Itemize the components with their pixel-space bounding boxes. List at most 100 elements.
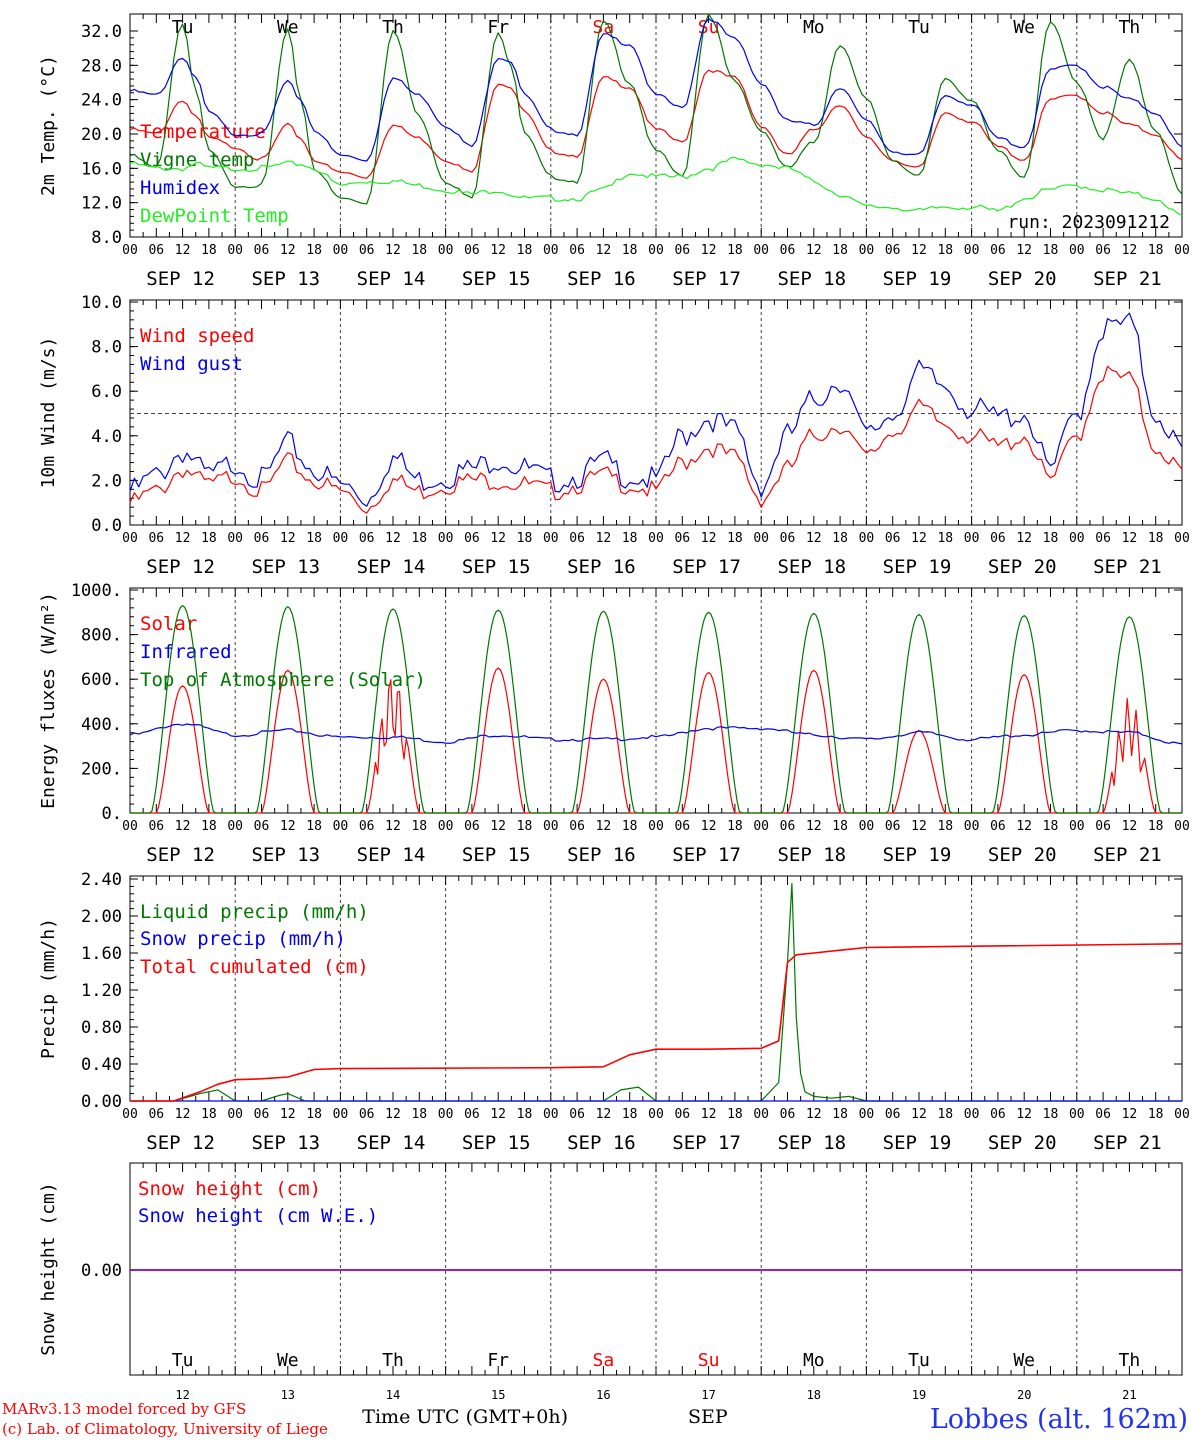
hour-label: 18 bbox=[201, 1107, 217, 1122]
hour-label: 06 bbox=[254, 1107, 270, 1122]
hour-label: 00 bbox=[227, 1107, 243, 1122]
panel-4: 0.00 0.40 0.80 1.20 1.60 2.00 2.40 Precip (mm/h… bbox=[38, 870, 1190, 1154]
hour-label: 00 bbox=[859, 1107, 875, 1122]
weekday-label: Th bbox=[1119, 17, 1141, 38]
hour-label: 12 bbox=[280, 819, 296, 834]
location-title: Lobbes (alt. 162m) bbox=[930, 1404, 1188, 1435]
date-label: SEP 20 bbox=[988, 556, 1057, 578]
hour-label: 12 bbox=[701, 243, 717, 258]
hour-label: 00 bbox=[227, 819, 243, 834]
hour-label: 06 bbox=[780, 531, 796, 546]
y-tick-label: 2.00 bbox=[81, 907, 122, 927]
hour-label: 18 bbox=[937, 819, 953, 834]
date-label: SEP 13 bbox=[251, 1132, 320, 1154]
hour-label: 18 bbox=[937, 531, 953, 546]
hour-label: 00 bbox=[859, 243, 875, 258]
hour-label: 00 bbox=[859, 819, 875, 834]
day-number-label: 20 bbox=[1017, 1388, 1031, 1402]
date-label: SEP 18 bbox=[777, 268, 846, 290]
hour-label: 12 bbox=[175, 819, 191, 834]
hour-label: 12 bbox=[806, 243, 822, 258]
date-label: SEP 21 bbox=[1093, 844, 1162, 866]
y-tick-label: 28.0 bbox=[81, 56, 122, 76]
hour-label: 12 bbox=[1122, 531, 1138, 546]
date-label: SEP 20 bbox=[988, 844, 1057, 866]
weekday-label: Tu bbox=[172, 17, 194, 38]
y-tick-label: 2.40 bbox=[81, 870, 122, 890]
hour-label: 00 bbox=[333, 243, 349, 258]
hour-label: 00 bbox=[438, 819, 454, 834]
date-label: SEP 15 bbox=[462, 844, 531, 866]
legend-entry: Humidex bbox=[140, 177, 220, 199]
y-tick-label: 4.0 bbox=[91, 427, 122, 447]
date-label: SEP 19 bbox=[883, 268, 952, 290]
hour-label: 00 bbox=[543, 1107, 559, 1122]
panel-1: 8.0 12.0 16.0 20.0 24.0 28.0 32.0 2m Temp. (°C)… bbox=[38, 13, 1190, 290]
hour-label: 12 bbox=[490, 819, 506, 834]
date-label: SEP 13 bbox=[251, 268, 320, 290]
series-line-dewpoint-temp bbox=[129, 156, 1183, 217]
legend-entry: Snow height (cm W.E.) bbox=[138, 1205, 378, 1227]
y-tick-label: 24.0 bbox=[81, 91, 122, 111]
day-number-label: 21 bbox=[1122, 1388, 1136, 1402]
hour-label: 18 bbox=[306, 819, 322, 834]
hour-label: 06 bbox=[359, 531, 375, 546]
date-label: SEP 18 bbox=[777, 556, 846, 578]
hour-label: 00 bbox=[859, 531, 875, 546]
date-label: SEP 17 bbox=[672, 1132, 741, 1154]
hour-label: 12 bbox=[596, 243, 612, 258]
hour-label: 06 bbox=[780, 243, 796, 258]
hour-label: 06 bbox=[148, 243, 164, 258]
hour-label: 12 bbox=[701, 1107, 717, 1122]
hour-label: 12 bbox=[1016, 243, 1032, 258]
hour-label: 18 bbox=[937, 243, 953, 258]
hour-label: 12 bbox=[385, 531, 401, 546]
run-label: run: 2023091212 bbox=[1007, 212, 1170, 233]
hour-label: 12 bbox=[806, 531, 822, 546]
y-tick-label: 1.60 bbox=[81, 944, 122, 964]
date-label: SEP 17 bbox=[672, 844, 741, 866]
series-line-wind-speed bbox=[129, 365, 1183, 514]
hour-label: 12 bbox=[175, 243, 191, 258]
credit-line-2: (c) Lab. of Climatology, University of L… bbox=[2, 1420, 328, 1438]
hour-label: 18 bbox=[1148, 243, 1164, 258]
hour-label: 18 bbox=[622, 819, 638, 834]
weekday-label: Tu bbox=[908, 1350, 930, 1371]
y-tick-label: 600. bbox=[81, 670, 122, 690]
legend-entry: Infrared bbox=[140, 641, 232, 663]
date-label: SEP 16 bbox=[567, 844, 636, 866]
hour-label: 18 bbox=[727, 1107, 743, 1122]
y-tick-label: 200. bbox=[81, 759, 122, 779]
panel-5: 0.00 Snow height (cm) Tu We Th Fr Sa Su Mo Tu We Th… bbox=[38, 1162, 1183, 1402]
hour-label: 18 bbox=[306, 243, 322, 258]
series-line-total-cumulated-cm- bbox=[130, 943, 1183, 1102]
date-label: SEP 12 bbox=[146, 268, 215, 290]
hour-label: 06 bbox=[990, 531, 1006, 546]
credit-line-1: MARv3.13 model forced by GFS bbox=[2, 1400, 246, 1418]
series-line-humidex bbox=[129, 18, 1183, 162]
y-tick-label: 8.0 bbox=[91, 228, 122, 248]
hour-label: 12 bbox=[1122, 819, 1138, 834]
series-line-infrared bbox=[129, 723, 1183, 745]
hour-label: 12 bbox=[911, 243, 927, 258]
hour-label: 00 bbox=[543, 819, 559, 834]
hour-label: 12 bbox=[280, 1107, 296, 1122]
y-axis-title: Snow height (cm) bbox=[38, 1182, 59, 1355]
legend-entry: Temperature bbox=[140, 121, 266, 143]
y-tick-label: 800. bbox=[81, 626, 122, 646]
hour-label: 12 bbox=[385, 243, 401, 258]
hour-label: 06 bbox=[674, 1107, 690, 1122]
hour-label: 00 bbox=[227, 243, 243, 258]
series-line-wind-gust bbox=[129, 312, 1183, 507]
hour-label: 18 bbox=[411, 819, 427, 834]
hour-label: 06 bbox=[569, 531, 585, 546]
legend-entry: Wind speed bbox=[140, 325, 254, 347]
hour-label: 18 bbox=[201, 243, 217, 258]
hour-label: 06 bbox=[148, 1107, 164, 1122]
hour-label: 12 bbox=[280, 243, 296, 258]
hour-label: 06 bbox=[1095, 819, 1111, 834]
hour-label: 18 bbox=[411, 531, 427, 546]
time-axis-title: Time UTC (GMT+0h) bbox=[362, 1406, 568, 1428]
day-number-label: 14 bbox=[386, 1388, 400, 1402]
y-axis-title: 10m Wind (m/s) bbox=[38, 337, 59, 489]
